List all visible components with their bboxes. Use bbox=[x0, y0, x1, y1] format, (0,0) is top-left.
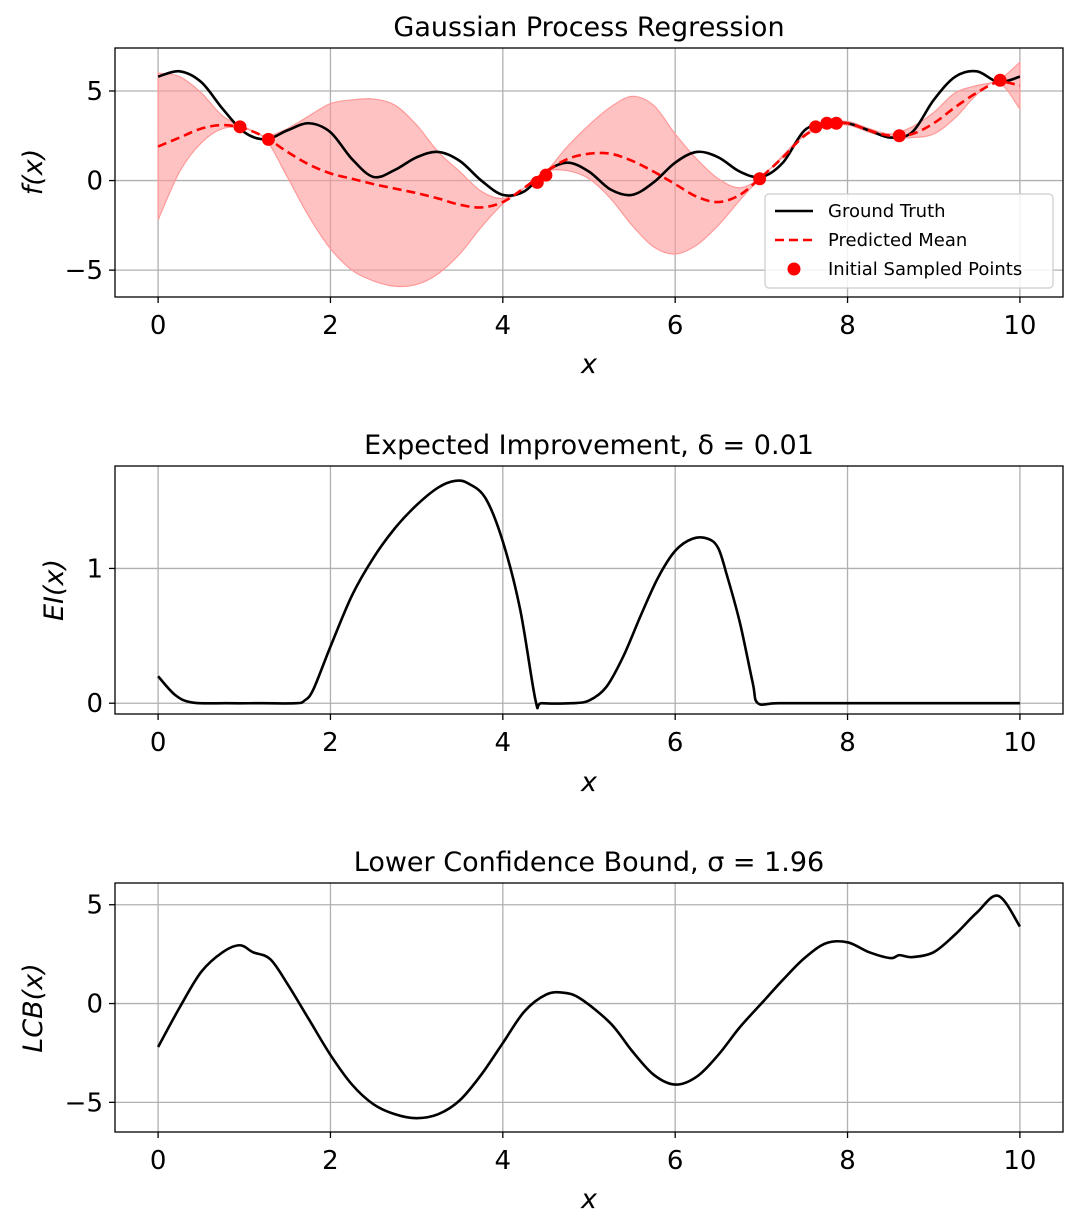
series-line bbox=[156, 894, 1022, 1120]
confidence-band bbox=[157, 61, 1021, 288]
y-tick-label: 0 bbox=[86, 167, 103, 197]
legend: Ground Truth Predicted Mean Initial Sample… bbox=[764, 193, 1054, 289]
sampled-point bbox=[539, 168, 553, 182]
y-axis-label: f(x) bbox=[18, 149, 49, 196]
y-tick-label: 1 bbox=[86, 554, 103, 584]
x-tick-label: 4 bbox=[495, 728, 512, 758]
panel-title: Lower Confidence Bound, σ = 1.96 bbox=[354, 847, 824, 878]
legend-entry: Ground Truth bbox=[828, 201, 946, 222]
y-tick-label: −5 bbox=[65, 1088, 103, 1118]
sampled-point bbox=[261, 132, 275, 146]
x-axis-label: x bbox=[580, 349, 598, 380]
x-tick-label: 6 bbox=[667, 1146, 684, 1176]
expected-improvement-panel: Expected Improvement, δ = 0.01 0 2 4 6 8 10 0… bbox=[39, 430, 1064, 798]
sampled-point bbox=[993, 73, 1007, 87]
y-tick-label: 0 bbox=[86, 689, 103, 719]
panel-title: Gaussian Process Regression bbox=[393, 12, 784, 43]
x-tick-label: 2 bbox=[322, 311, 339, 341]
series-line bbox=[157, 479, 1020, 710]
y-tick-label: 0 bbox=[86, 990, 103, 1020]
sampled-point bbox=[820, 116, 834, 130]
x-tick-label: 4 bbox=[495, 1146, 512, 1176]
legend-box bbox=[764, 193, 1054, 289]
x-tick-label: 8 bbox=[839, 728, 856, 758]
sampled-point bbox=[753, 172, 767, 186]
sampled-point bbox=[809, 120, 823, 134]
gp-regression-panel: Gaussian Process Regression 0 2 4 6 8 10 −5 0 5… bbox=[18, 12, 1064, 380]
sampled-point bbox=[233, 120, 247, 134]
y-axis-label: LCB(x) bbox=[18, 963, 49, 1052]
y-tick-label: 5 bbox=[86, 891, 103, 921]
lower-confidence-bound-panel: Lower Confidence Bound, σ = 1.96 0 2 4 6 8 10… bbox=[18, 847, 1064, 1215]
x-tick-label: 8 bbox=[839, 1146, 856, 1176]
axes-frame bbox=[114, 465, 1064, 715]
sampled-point bbox=[892, 129, 906, 143]
x-tick-label: 4 bbox=[495, 311, 512, 341]
x-tick-label: 10 bbox=[1003, 728, 1036, 758]
x-tick-label: 8 bbox=[839, 311, 856, 341]
x-tick-label: 0 bbox=[150, 1146, 167, 1176]
legend-entry: Initial Sampled Points bbox=[828, 259, 1022, 280]
panel-title: Expected Improvement, δ = 0.01 bbox=[364, 430, 814, 461]
axes-frame bbox=[114, 47, 1064, 298]
x-tick-label: 6 bbox=[667, 728, 684, 758]
predicted-mean-line bbox=[157, 80, 1021, 209]
x-tick-label: 2 bbox=[322, 1146, 339, 1176]
x-tick-label: 10 bbox=[1003, 1146, 1036, 1176]
x-axis-label: x bbox=[580, 767, 598, 798]
legend-swatch-sampled-points bbox=[787, 262, 801, 276]
x-tick-label: 2 bbox=[322, 728, 339, 758]
x-tick-label: 6 bbox=[667, 311, 684, 341]
sampled-point bbox=[530, 175, 544, 189]
y-tick-label: −5 bbox=[65, 256, 103, 286]
x-tick-label: 0 bbox=[150, 728, 167, 758]
x-tick-label: 10 bbox=[1003, 311, 1036, 341]
axes-frame bbox=[114, 882, 1064, 1133]
y-tick-label: 5 bbox=[86, 77, 103, 107]
x-axis-label: x bbox=[580, 1184, 598, 1215]
y-axis-label: EI(x) bbox=[39, 559, 70, 621]
legend-entry: Predicted Mean bbox=[828, 230, 967, 251]
sampled-point bbox=[829, 116, 843, 130]
x-tick-label: 0 bbox=[150, 311, 167, 341]
